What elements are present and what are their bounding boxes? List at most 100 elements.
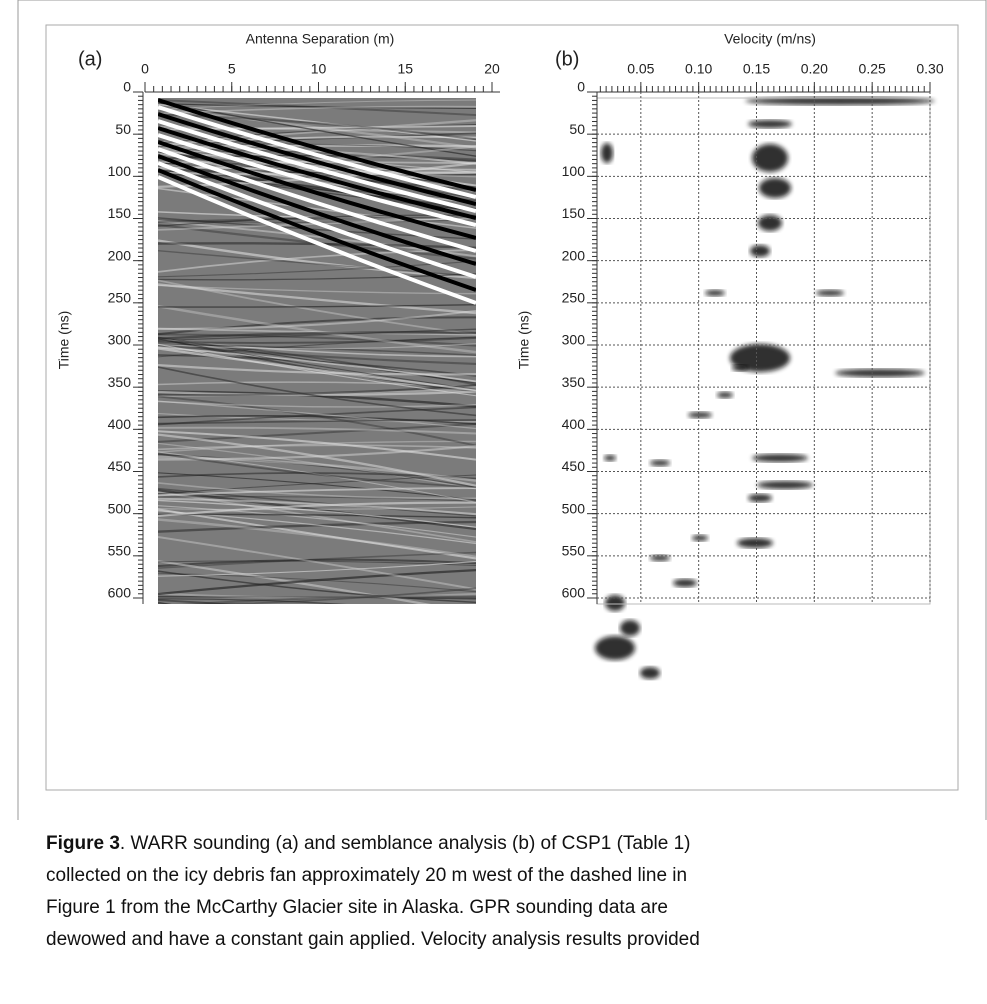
x-tick-label: 20 [484,61,500,77]
semblance-peak [748,120,792,128]
texture [158,390,476,396]
texture [158,535,476,591]
semblance-peak [752,144,788,172]
caption-line: dewowed and have a constant gain applied… [46,924,700,956]
semblance-peak [816,290,844,296]
texture [158,328,476,342]
texture [158,551,476,569]
texture [158,395,476,447]
x-tick-label: 15 [397,61,413,77]
semblance-image [595,97,935,679]
texture [158,487,476,517]
y-tick-label: 50 [115,121,131,137]
texture [158,384,476,396]
semblance-peak [752,454,808,462]
texture [158,338,476,358]
reflection [158,175,476,305]
texture [158,249,476,277]
semblance-peak [620,620,640,636]
page-border [17,0,987,820]
texture [158,333,476,347]
texture [158,101,476,157]
texture [158,598,347,604]
caption-text: . WARR sounding (a) and semblance analys… [119,833,691,854]
texture [158,400,476,408]
texture [158,99,476,117]
y-tick-label: 450 [108,458,132,474]
caption-text: dewowed and have a constant gain applied… [46,929,700,950]
texture [158,513,476,519]
semblance-peak [601,143,613,163]
x-tick-label: 0.30 [916,61,943,77]
semblance-peak [717,392,733,398]
texture [158,442,476,490]
semblance-peak [688,412,712,418]
x-tick-label: 10 [311,61,327,77]
x-tick-label: 0.15 [743,61,770,77]
texture [158,489,476,531]
reflection [158,105,476,199]
semblance-peak [692,535,708,541]
warr-image [158,98,476,604]
reflection [158,98,476,192]
semblance-peak [748,494,772,502]
texture [158,518,476,559]
y-tick-label: 250 [562,290,586,306]
reflection [158,140,476,240]
texture [158,560,432,604]
texture [181,595,476,604]
semblance-peak [759,178,791,198]
texture [158,163,476,174]
texture [158,338,476,390]
texture [158,453,476,488]
texture [158,406,476,426]
y-tick-label: 0 [577,79,585,95]
y-tick-label: 500 [108,500,132,516]
texture [158,148,476,173]
texture [158,338,476,386]
texture [158,452,476,489]
semblance-peak [758,215,782,231]
texture [202,587,476,604]
texture [158,347,476,392]
semblance-peak [640,667,660,679]
semblance-peak [835,369,925,377]
figure-frame [45,24,959,791]
reflection [158,147,476,253]
caption-line: Figure 3. WARR sounding (a) and semblanc… [46,828,700,860]
x-tick-label: 0.25 [859,61,886,77]
y-tick-label: 400 [562,416,586,432]
y-tick-label: 0 [123,79,131,95]
figure: (a) Antenna Separation (m) Time (ns) 0 5 10 15… [17,0,987,820]
reflection [158,112,476,206]
texture [158,331,476,340]
semblance-peak [737,538,773,548]
y-tick-label: 350 [562,374,586,390]
texture [158,309,476,330]
texture [158,444,476,451]
texture [158,482,476,500]
texture [158,569,476,596]
texture [158,346,476,383]
texture [158,343,476,397]
y-tick-label: 300 [562,332,586,348]
semblance-peak [745,97,935,105]
caption-line: Figure 1 from the McCarthy Glacier site … [46,892,700,924]
texture [158,283,476,315]
x-axis-title: Velocity (m/ns) [724,31,816,47]
y-tick-label: 200 [562,247,586,263]
texture [158,505,476,538]
y-tick-label: 600 [108,585,132,601]
texture [158,103,476,109]
texture [158,572,476,593]
y-tick-label: 550 [108,543,132,559]
semblance-peak [673,579,697,587]
texture [158,400,476,430]
caption: Figure 3. WARR sounding (a) and semblanc… [46,828,700,956]
texture [158,343,476,357]
texture [158,440,476,453]
texture [158,558,476,568]
y-tick-label: 500 [562,500,586,516]
texture [158,217,476,240]
y-tick-label: 550 [562,543,586,559]
